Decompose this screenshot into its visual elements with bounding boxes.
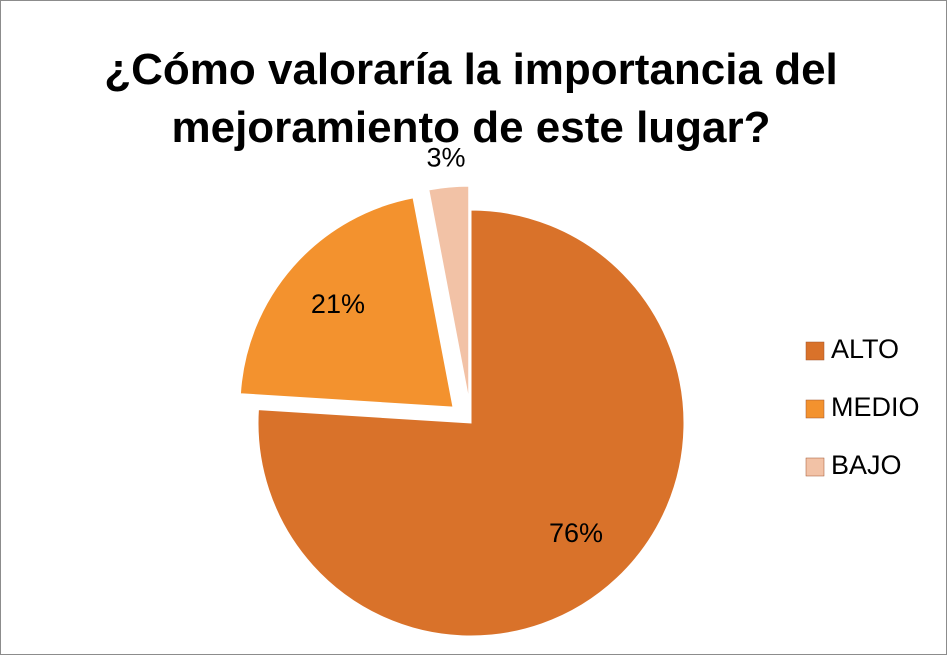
legend-label: BAJO bbox=[831, 450, 902, 480]
pie-slice bbox=[257, 209, 685, 637]
legend-swatch bbox=[805, 457, 825, 477]
data-label: 76% bbox=[549, 518, 603, 548]
legend-label: ALTO bbox=[831, 334, 899, 364]
data-label: 3% bbox=[427, 142, 466, 172]
legend-swatch bbox=[805, 399, 825, 419]
pie-slice bbox=[239, 197, 454, 408]
chart-title: ¿Cómo valoraría la importancia del mejor… bbox=[104, 45, 838, 152]
data-label: 21% bbox=[311, 289, 365, 319]
legend-label: MEDIO bbox=[831, 392, 920, 422]
pie-slice bbox=[428, 185, 470, 400]
legend-swatch bbox=[805, 341, 825, 361]
